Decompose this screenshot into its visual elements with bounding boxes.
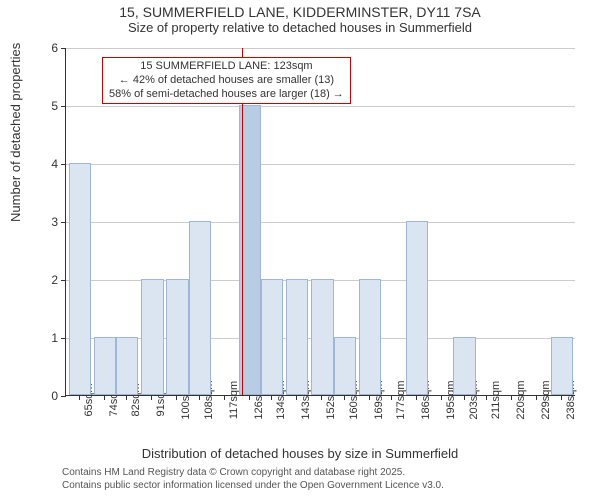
x-tick-mark <box>391 395 392 400</box>
footer-line-1: Contains HM Land Registry data © Crown c… <box>62 466 444 479</box>
x-tick-mark <box>441 395 442 400</box>
y-tick-label: 0 <box>38 389 58 403</box>
x-tick-mark <box>369 395 370 400</box>
bar <box>453 337 475 395</box>
annotation-line-1: 15 SUMMERFIELD LANE: 123sqm <box>109 60 344 74</box>
x-tick-mark <box>126 395 127 400</box>
bar <box>551 337 573 395</box>
x-tick-mark <box>486 395 487 400</box>
y-axis-label: Number of detached properties <box>8 43 23 222</box>
bar <box>359 279 381 395</box>
bar <box>189 221 211 395</box>
title-line-2: Size of property relative to detached ho… <box>0 20 600 35</box>
y-tick-label: 3 <box>38 215 58 229</box>
x-tick-mark <box>321 395 322 400</box>
x-tick-mark <box>536 395 537 400</box>
x-tick-mark <box>104 395 105 400</box>
x-tick-mark <box>224 395 225 400</box>
x-tick-mark <box>464 395 465 400</box>
y-tick-mark <box>61 396 66 397</box>
y-tick-label: 5 <box>38 99 58 113</box>
x-tick-mark <box>249 395 250 400</box>
bar <box>261 279 283 395</box>
x-axis-label: Distribution of detached houses by size … <box>0 446 600 461</box>
x-tick-mark <box>176 395 177 400</box>
x-tick-mark <box>199 395 200 400</box>
y-tick-label: 1 <box>38 331 58 345</box>
y-tick-label: 6 <box>38 41 58 55</box>
bar <box>334 337 356 395</box>
y-tick-label: 4 <box>38 157 58 171</box>
y-tick-label: 2 <box>38 273 58 287</box>
x-tick-mark <box>511 395 512 400</box>
bar <box>406 221 428 395</box>
footer-line-2: Contains public sector information licen… <box>62 479 444 492</box>
chart-title: 15, SUMMERFIELD LANE, KIDDERMINSTER, DY1… <box>0 4 600 35</box>
x-tick-mark <box>79 395 80 400</box>
bar <box>286 279 308 395</box>
chart-container: 15, SUMMERFIELD LANE, KIDDERMINSTER, DY1… <box>0 0 600 500</box>
bar <box>116 337 138 395</box>
bar <box>141 279 163 395</box>
x-tick-mark <box>151 395 152 400</box>
bar <box>69 163 91 395</box>
x-tick-mark <box>416 395 417 400</box>
x-tick-mark <box>344 395 345 400</box>
bar <box>94 337 116 395</box>
annotation-line-3: 58% of semi-detached houses are larger (… <box>109 88 344 102</box>
x-tick-mark <box>271 395 272 400</box>
title-line-1: 15, SUMMERFIELD LANE, KIDDERMINSTER, DY1… <box>0 4 600 20</box>
x-tick-mark <box>561 395 562 400</box>
x-tick-mark <box>296 395 297 400</box>
bar <box>311 279 333 395</box>
footer-text: Contains HM Land Registry data © Crown c… <box>62 466 444 492</box>
annotation-box: 15 SUMMERFIELD LANE: 123sqm ← 42% of det… <box>102 57 351 104</box>
annotation-line-2: ← 42% of detached houses are smaller (13… <box>109 74 344 88</box>
bar <box>166 279 188 395</box>
